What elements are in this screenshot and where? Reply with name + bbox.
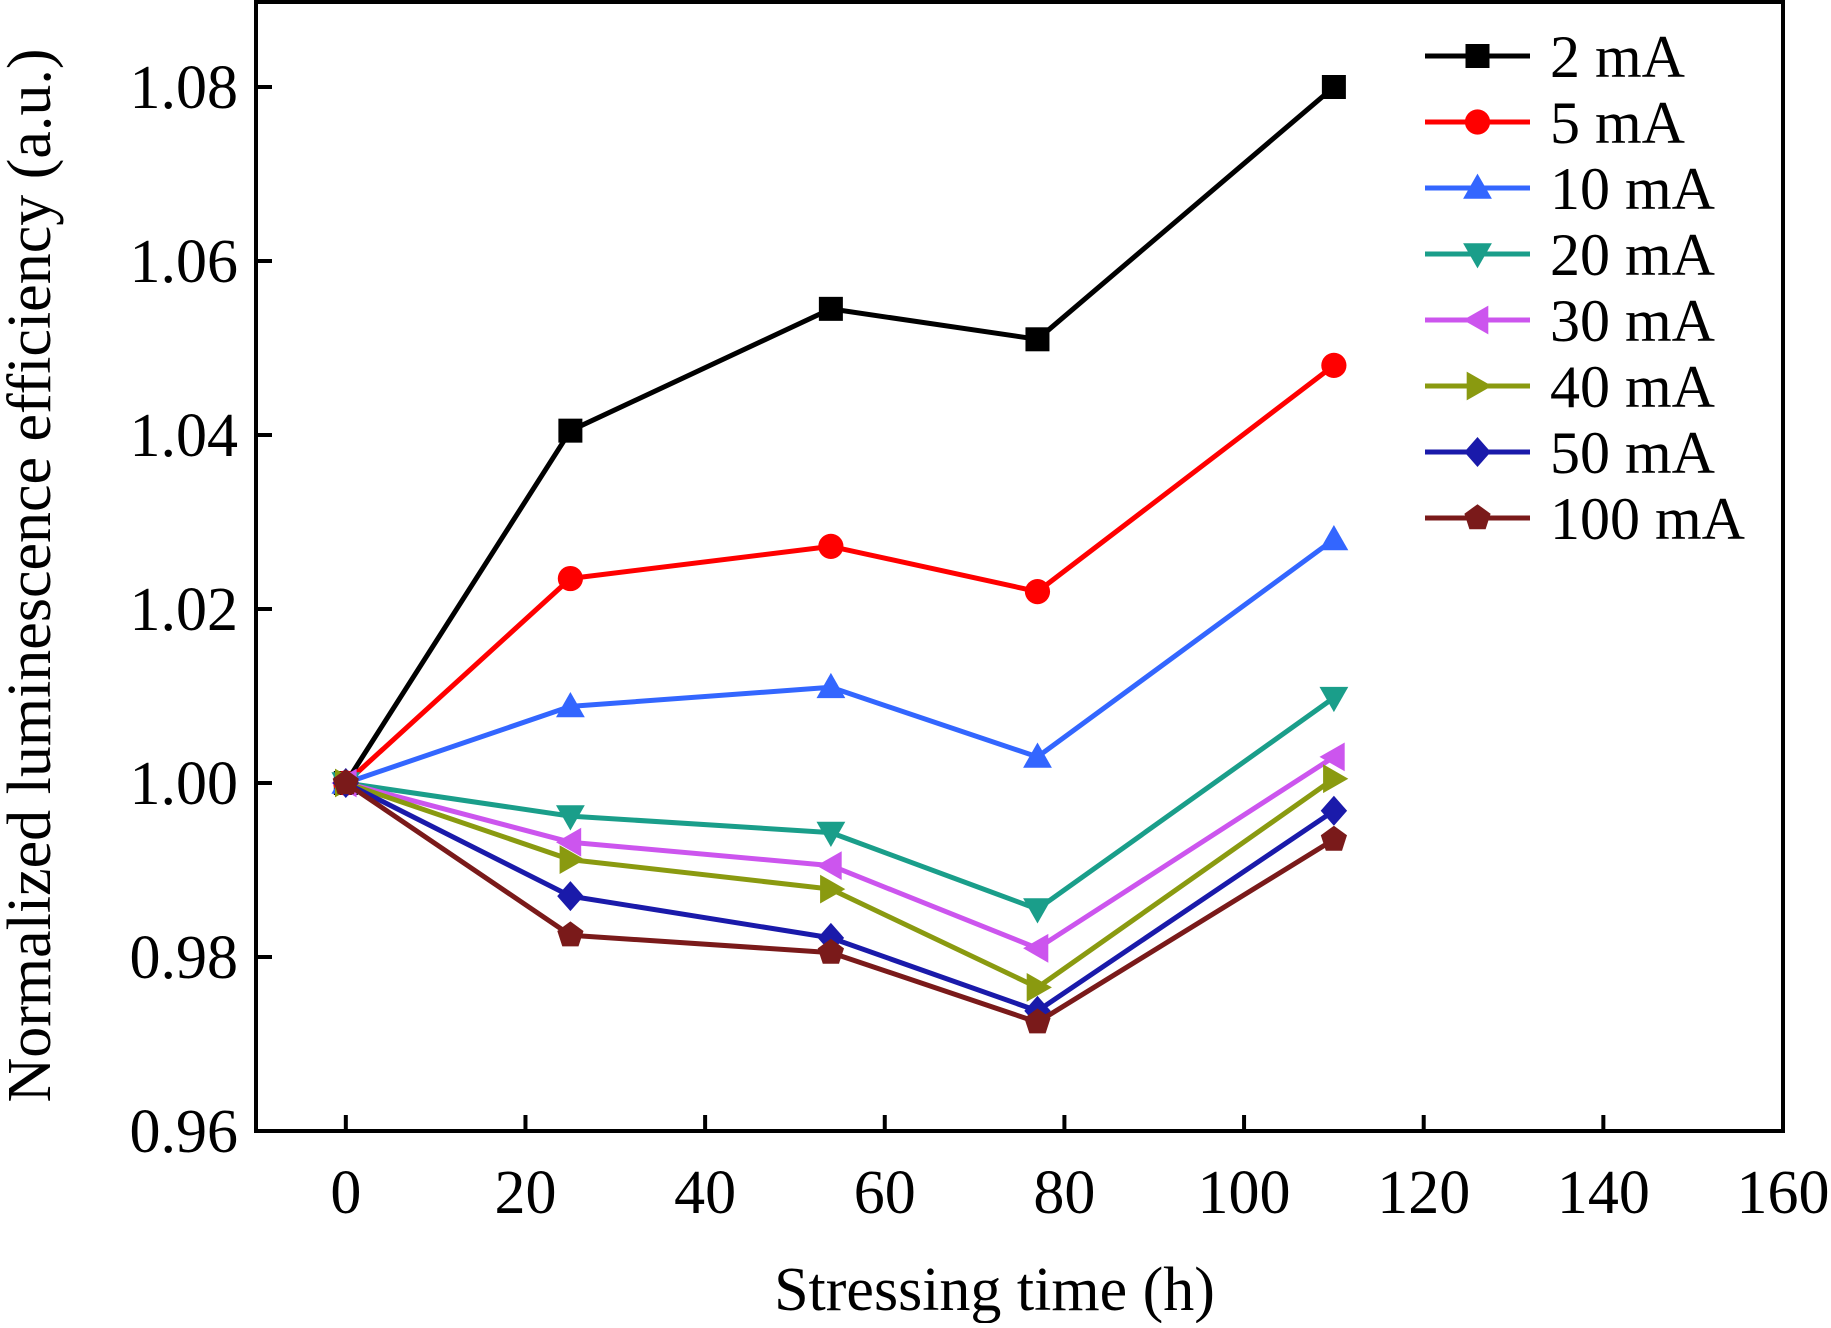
- x-axis-title: Stressing time (h): [774, 1256, 1215, 1323]
- legend-item: 20 mA: [1425, 222, 1715, 288]
- data-point: [1023, 933, 1049, 963]
- x-tick-label: 0: [330, 1159, 361, 1227]
- data-point: [558, 418, 583, 443]
- data-point: [818, 533, 844, 559]
- data-point: [1320, 795, 1348, 826]
- data-point: [1321, 75, 1346, 99]
- data-point: [557, 881, 584, 912]
- y-tick-label: 1.08: [130, 54, 239, 122]
- legend-label: 2 mA: [1550, 24, 1685, 90]
- y-axis-title: Normalized luminescence efficiency (a.u.…: [0, 48, 64, 1102]
- data-point: [557, 565, 583, 592]
- legend-marker: [1465, 44, 1490, 68]
- legend-item: 5 mA: [1425, 90, 1685, 156]
- data-point: [817, 938, 844, 964]
- data-point: [1026, 973, 1052, 1002]
- data-point: [332, 769, 359, 795]
- series-line: [344, 780, 1336, 1014]
- legend-label: 30 mA: [1550, 288, 1715, 354]
- data-point: [1319, 742, 1345, 772]
- data-point: [1320, 825, 1347, 851]
- legend-label: 40 mA: [1550, 354, 1715, 420]
- x-tick-label: 120: [1377, 1159, 1470, 1227]
- data-point: [816, 672, 846, 699]
- data-point: [818, 296, 843, 321]
- legend-marker: [1463, 305, 1489, 335]
- y-tick-label: 1.00: [130, 750, 239, 818]
- legend-marker: [1466, 371, 1492, 401]
- x-tick-label: 60: [854, 1159, 916, 1227]
- data-point: [1024, 1008, 1051, 1034]
- data-point: [556, 805, 585, 831]
- axes: 0 20 40 60 80 100 120 140 160 0.96 0.98 1.00 1.02 1.0…: [130, 0, 1830, 1227]
- legend-label: 10 mA: [1550, 156, 1715, 222]
- data-point: [816, 821, 846, 847]
- legend-item: 50 mA: [1425, 420, 1715, 486]
- y-tick-label: 1.06: [130, 228, 239, 296]
- data-point: [556, 827, 582, 857]
- data-point: [1025, 327, 1050, 352]
- legend-label: 5 mA: [1550, 90, 1685, 156]
- legend-label: 100 mA: [1550, 486, 1745, 552]
- series-line: [343, 85, 1336, 785]
- y-tick-label: 0.98: [130, 924, 239, 992]
- legend-label: 20 mA: [1550, 222, 1715, 288]
- series-50-ma: [332, 768, 1348, 1026]
- data-point: [1023, 898, 1052, 924]
- legend-item: 2 mA: [1425, 24, 1685, 90]
- data-point: [557, 921, 584, 947]
- series-line: [344, 780, 1336, 1025]
- legend-item: 40 mA: [1425, 354, 1715, 420]
- data-point: [1024, 579, 1051, 605]
- series-5-ma: [333, 352, 1347, 796]
- series-2-ma: [333, 75, 1346, 795]
- legend-item: 30 mA: [1425, 288, 1715, 354]
- data-point: [820, 874, 846, 904]
- legend-marker: [1464, 504, 1491, 530]
- x-tick-label: 100: [1198, 1159, 1291, 1227]
- series-line: [344, 537, 1336, 786]
- x-tick-label: 80: [1033, 1159, 1095, 1227]
- legend-label: 50 mA: [1550, 420, 1715, 486]
- data-point: [1321, 352, 1347, 378]
- data-point: [559, 845, 585, 874]
- legend-marker: [1463, 243, 1492, 269]
- legend-marker: [1464, 109, 1491, 135]
- x-tick-label: 140: [1557, 1159, 1650, 1227]
- legend-marker: [1464, 437, 1491, 467]
- legend-marker: [1463, 173, 1492, 199]
- data-point: [1319, 686, 1349, 713]
- series-line: [344, 363, 1336, 785]
- legend-item: 100 mA: [1425, 486, 1745, 552]
- data-point: [816, 851, 842, 880]
- x-tick-label: 160: [1737, 1159, 1830, 1227]
- y-tick-label: 1.02: [130, 576, 239, 644]
- y-tick-label: 1.04: [130, 402, 239, 470]
- legend-item: 10 mA: [1425, 156, 1715, 222]
- series-100-ma: [332, 769, 1347, 1034]
- data-point: [556, 692, 585, 718]
- series-layer: [331, 75, 1349, 1034]
- series-40-ma: [335, 764, 1349, 1002]
- plot-frame: [254, 0, 1785, 1133]
- x-tick-label: 40: [674, 1159, 736, 1227]
- data-point: [1023, 742, 1052, 768]
- y-tick-label: 0.96: [130, 1098, 239, 1166]
- x-tick-label: 20: [494, 1159, 556, 1227]
- data-point: [1323, 764, 1349, 794]
- data-point: [1319, 525, 1349, 551]
